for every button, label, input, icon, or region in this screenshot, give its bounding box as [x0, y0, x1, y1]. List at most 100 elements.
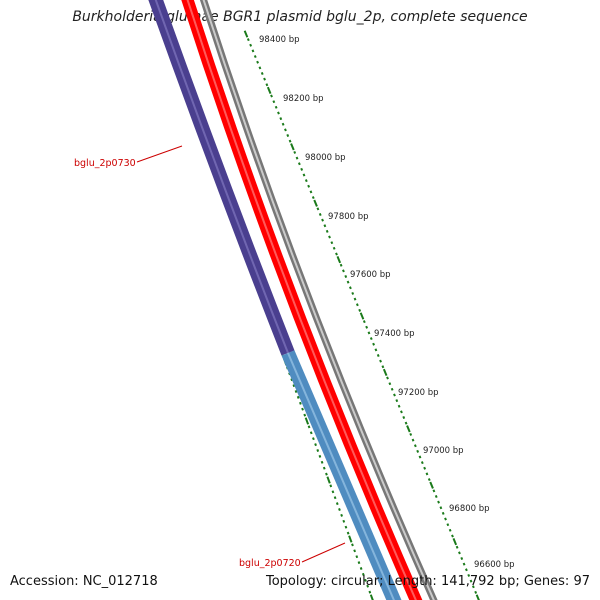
minor-tick	[416, 449, 420, 453]
minor-tick	[258, 66, 262, 70]
minor-tick	[281, 122, 285, 126]
major-tick	[406, 425, 411, 433]
minor-tick	[381, 365, 385, 369]
outer-tick-ruler	[243, 30, 480, 600]
minor-tick	[344, 275, 348, 279]
minor-tick	[455, 545, 459, 549]
minor-tick	[448, 528, 452, 532]
minor-tick	[314, 443, 317, 447]
minor-tick	[446, 523, 450, 527]
scale-label-97000-bp: 97000 bp	[423, 446, 464, 456]
minor-tick	[301, 407, 304, 411]
minor-tick	[451, 534, 454, 538]
gene-label-leader-bglu_2p0730	[136, 145, 183, 163]
minor-tick	[357, 561, 361, 565]
feature-labels: bglu_2p0730 bglu_2p0720	[74, 145, 346, 569]
sequence-summary: Topology: circular; Length: 141,792 bp; …	[265, 574, 590, 589]
minor-tick	[284, 128, 287, 132]
minor-tick	[353, 297, 357, 301]
minor-tick	[346, 531, 350, 535]
minor-tick	[294, 390, 298, 393]
minor-tick	[328, 235, 331, 239]
major-tick	[452, 537, 458, 546]
backbone-track	[199, 0, 438, 600]
minor-tick	[432, 489, 436, 493]
minor-tick	[358, 308, 362, 312]
minor-tick	[355, 303, 359, 307]
minor-tick	[277, 111, 280, 115]
minor-tick	[293, 150, 297, 154]
minor-tick	[325, 472, 328, 476]
minor-tick	[393, 393, 396, 397]
minor-tick	[309, 431, 313, 435]
minor-tick	[346, 280, 350, 284]
minor-tick	[469, 579, 473, 583]
minor-tick	[286, 134, 290, 138]
scale-label-97400-bp: 97400 bp	[374, 329, 415, 339]
forward-strand-track	[181, 0, 423, 600]
minor-tick	[397, 404, 401, 408]
minor-tick	[316, 207, 320, 211]
scale-label-97800-bp: 97800 bp	[328, 212, 369, 222]
minor-tick	[300, 167, 304, 171]
minor-tick	[316, 449, 320, 452]
minor-tick	[434, 494, 438, 498]
major-tick	[336, 255, 342, 264]
gene-segment-bglu-2p0730-highlight	[154, 0, 289, 354]
minor-tick	[329, 484, 333, 488]
minor-tick	[342, 269, 345, 273]
minor-tick	[260, 71, 264, 75]
minor-tick	[274, 105, 278, 109]
minor-tick	[288, 139, 292, 143]
minor-tick	[302, 173, 306, 177]
major-tick	[304, 417, 310, 425]
minor-tick	[339, 263, 343, 267]
minor-tick	[386, 376, 389, 380]
scale-label-98000-bp: 98000 bp	[305, 153, 346, 163]
minor-tick	[376, 353, 380, 357]
scale-label-96600-bp: 96600 bp	[474, 560, 515, 570]
minor-tick	[295, 156, 299, 160]
minor-tick	[318, 212, 322, 216]
minor-tick	[312, 437, 315, 441]
minor-tick	[465, 568, 468, 572]
minor-tick	[272, 100, 276, 104]
scale-label-98400-bp: 98400 bp	[259, 35, 300, 45]
minor-tick	[296, 395, 300, 399]
minor-tick	[249, 43, 253, 47]
minor-tick	[351, 543, 354, 547]
minor-tick	[256, 60, 259, 64]
minor-tick	[441, 511, 445, 515]
minor-tick	[402, 416, 406, 420]
minor-tick	[409, 432, 413, 436]
minor-tick	[365, 325, 369, 329]
minor-tick	[369, 337, 373, 341]
scale-labels: 98400 bp 98200 bp 98000 bp 97800 bp 97600 bp…	[259, 35, 515, 570]
backbone-highlight	[202, 0, 435, 600]
gene-label-bglu_2p0730: bglu_2p0730	[74, 158, 136, 169]
minor-tick	[388, 382, 392, 386]
minor-tick	[353, 549, 356, 553]
minor-tick	[361, 572, 365, 576]
minor-tick	[332, 246, 336, 250]
minor-tick	[323, 224, 327, 228]
minor-tick	[303, 413, 307, 417]
minor-tick	[395, 399, 399, 403]
minor-tick	[342, 519, 346, 523]
minor-tick	[427, 478, 431, 482]
gene-label-leader-bglu_2p0720	[301, 542, 346, 563]
major-tick	[326, 476, 331, 484]
minor-tick	[331, 490, 335, 494]
minor-tick	[265, 83, 269, 87]
gene-label-bglu_2p0720: bglu_2p0720	[239, 558, 301, 569]
minor-tick	[333, 496, 337, 500]
minor-tick	[349, 286, 352, 290]
minor-tick	[362, 320, 366, 324]
minor-tick	[390, 387, 394, 391]
minor-tick	[330, 241, 334, 245]
minor-tick	[325, 229, 329, 233]
minor-tick	[462, 562, 466, 566]
minor-tick	[374, 348, 378, 352]
scale-label-97600-bp: 97600 bp	[350, 270, 391, 280]
major-tick	[369, 594, 374, 600]
